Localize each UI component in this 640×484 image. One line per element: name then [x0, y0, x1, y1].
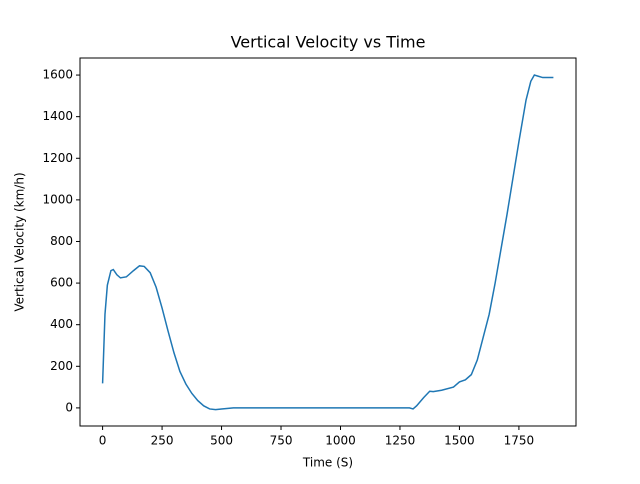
y-tick-label: 1200 [42, 151, 73, 165]
y-axis-label: Vertical Velocity (km/h) [13, 172, 27, 311]
x-tick-label: 0 [99, 434, 107, 448]
x-tick-label: 1500 [444, 434, 475, 448]
x-tick-label: 500 [210, 434, 233, 448]
x-tick-label: 1250 [385, 434, 416, 448]
plot-frame [79, 57, 577, 427]
y-tick-label: 1000 [42, 192, 73, 206]
y-tick-label: 400 [50, 317, 73, 331]
y-tick-label: 1600 [42, 68, 73, 82]
x-tick-label: 250 [151, 434, 174, 448]
y-tick-label: 0 [65, 400, 73, 414]
y-tick-label: 200 [50, 359, 73, 373]
chart-title: Vertical Velocity vs Time [231, 33, 426, 52]
y-tick-label: 600 [50, 276, 73, 290]
data-line [101, 74, 554, 411]
y-tick-label: 1400 [42, 109, 73, 123]
x-tick-label: 1750 [504, 434, 535, 448]
x-tick-label: 1000 [325, 434, 356, 448]
x-axis-label: Time (S) [302, 456, 353, 470]
y-tick-label: 800 [50, 234, 73, 248]
x-tick-label: 750 [270, 434, 293, 448]
